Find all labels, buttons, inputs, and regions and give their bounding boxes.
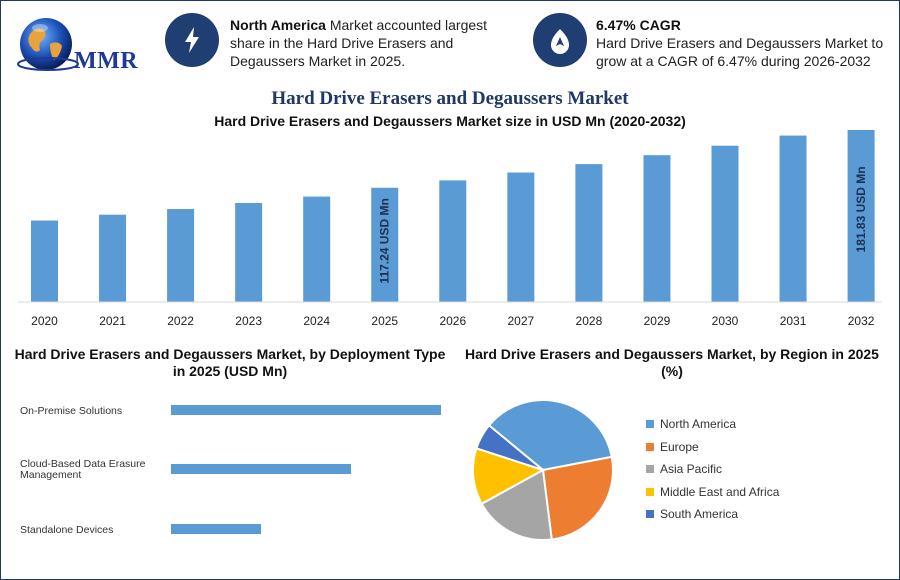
bar-2024 (303, 196, 331, 302)
pie-slice (541, 455, 614, 541)
region-pie-chart (472, 399, 614, 541)
category-label-line: Cloud-Based Data Erasure (20, 458, 146, 470)
bar-2021 (99, 214, 127, 302)
legend-label: Asia Pacific (660, 462, 723, 477)
highlight-text: Hard Drive Erasers and Degaussers Market… (596, 35, 884, 69)
bar-2022 (167, 209, 195, 302)
market-size-bar-chart: 2020 2021 2022 2023 2024 2025 2026 2027 2028 2029… (18, 130, 882, 328)
bar-2028 (575, 164, 603, 302)
x-tick-label: 2031 (780, 314, 807, 328)
legend-item: Middle East and Africa (646, 484, 846, 500)
category-label: Standalone Devices (20, 523, 160, 536)
growth-icon (533, 13, 587, 67)
highlight-cagr: 6.47% CAGR Hard Drive Erasers and Degaus… (596, 16, 886, 70)
bar-2030 (711, 145, 739, 302)
legend-swatch (646, 510, 654, 519)
region-chart-title: Hard Drive Erasers and Degaussers Market… (465, 346, 879, 379)
bar-2023 (235, 203, 263, 302)
x-tick-label: 2020 (31, 314, 58, 328)
bar-chart-title: Hard Drive Erasers and Degaussers Market… (214, 113, 686, 129)
x-tick-label: 2022 (167, 314, 194, 328)
pie-slice (475, 423, 544, 471)
legend-swatch (646, 465, 654, 474)
hbar-2 (171, 524, 261, 534)
category-label-line: Standalone Devices (20, 523, 114, 536)
legend-item: Asia Pacific (646, 461, 846, 477)
x-tick-label: 2032 (848, 314, 875, 328)
bar-2026 (439, 180, 467, 302)
lightning-icon (165, 13, 219, 67)
bar-2031 (779, 135, 807, 302)
x-tick-label: 2023 (235, 314, 262, 328)
x-tick-label: 2024 (303, 314, 330, 328)
bar-2029 (643, 155, 671, 302)
logo-text: MMR (74, 48, 139, 74)
category-label: Cloud-Based Data Erasure Management (20, 459, 160, 481)
pie-slice (472, 447, 546, 506)
highlight-north-america: North America Market accounted largest s… (230, 16, 500, 70)
legend-label: Europe (660, 439, 699, 454)
legend-label: Middle East and Africa (660, 484, 780, 499)
legend-swatch (646, 442, 654, 451)
category-label-line: On-Premise Solutions (20, 404, 123, 417)
highlight-text: Market accounted largest share in the Ha… (230, 17, 488, 69)
pie-slice (487, 399, 613, 472)
category-label: On-Premise Solutions (20, 404, 160, 417)
highlight-bold: 6.47% CAGR (596, 17, 681, 33)
hbar-0 (171, 405, 441, 415)
deployment-chart-title: Hard Drive Erasers and Degaussers Market… (14, 346, 446, 379)
x-tick-label: 2025 (371, 314, 398, 328)
legend-item: South America (646, 506, 846, 522)
legend-item: North America (646, 416, 846, 432)
pie-slice (480, 468, 553, 541)
x-tick-label: 2029 (644, 314, 671, 328)
x-tick-label: 2021 (99, 314, 126, 328)
x-tick-label: 2028 (576, 314, 603, 328)
legend-label: South America (660, 507, 739, 522)
bar-2020 (31, 220, 58, 302)
x-tick-label: 2027 (507, 314, 534, 328)
data-label-2025: 117.24 USD Mn (378, 198, 392, 283)
page-title: Hard Drive Erasers and Degaussers Market (271, 88, 629, 109)
highlight-bold: North America (230, 17, 326, 33)
category-label-line: Management (20, 469, 82, 481)
legend-swatch (646, 420, 654, 428)
globe-icon (17, 18, 79, 71)
bar-2025 (371, 187, 399, 302)
legend-swatch (646, 487, 654, 496)
hbar-1 (171, 464, 351, 474)
x-tick-label: 2026 (439, 314, 466, 328)
bar-2032 (847, 130, 875, 302)
x-tick-label: 2030 (712, 314, 739, 328)
mmr-logo: MMR (14, 10, 144, 80)
bar-2027 (507, 172, 535, 302)
legend-item: Europe (646, 439, 846, 455)
data-label-2032: 181.83 USD Mn (854, 166, 868, 252)
legend-label: North America (660, 417, 737, 431)
